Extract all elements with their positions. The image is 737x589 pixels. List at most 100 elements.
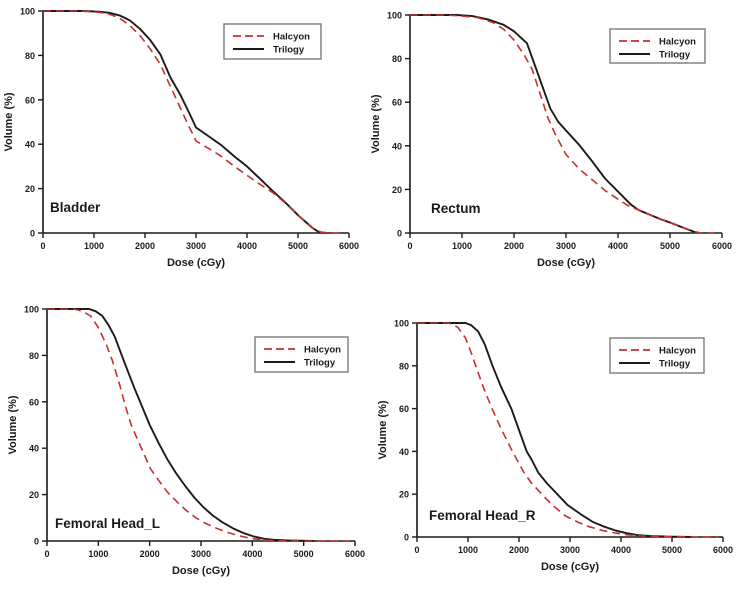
y-axis-title: Volume (%) [370,94,382,153]
curve-halcyon [417,322,718,538]
y-tick-label: 80 [25,51,35,61]
legend-box [254,336,349,373]
x-tick-label: 2000 [509,545,529,555]
legend-box [223,23,322,60]
curve-trilogy [417,322,693,538]
y-tick-label: 0 [397,229,402,239]
y-tick-label: 100 [387,11,402,21]
y-axis-ticks: 0 20 40 60 80 100 [24,305,47,547]
legend-label-trilogy: Trilogy [304,358,336,369]
legend-box [609,337,705,374]
panel-label: Rectum [431,201,481,216]
legend-box [609,28,706,64]
x-tick-label: 4000 [237,241,257,251]
dvh-chart-bladder: 0 1000 2000 3000 4000 5000 6000 0 20 40 60 80 100 Dos… [3,7,359,270]
y-tick-label: 80 [392,54,402,64]
y-axis-ticks: 0 20 40 60 80 100 [20,7,43,239]
x-tick-label: 5000 [662,545,682,555]
y-axis-title: Volume (%) [3,92,15,151]
x-tick-label: 0 [44,549,49,559]
x-tick-label: 2000 [135,241,155,251]
y-tick-label: 80 [399,361,409,371]
x-tick-label: 6000 [712,241,732,251]
y-tick-label: 40 [25,140,35,150]
x-axis-ticks: 0 1000 2000 3000 4000 5000 6000 [40,233,359,251]
y-tick-label: 40 [399,447,409,457]
legend: Halcyon Trilogy [609,337,705,374]
curve-trilogy [43,10,327,234]
y-tick-label: 40 [392,141,402,151]
curve-halcyon [43,10,344,234]
dvh-chart-femoral-head-r: 0 1000 2000 3000 4000 5000 6000 0 20 40 60 80 100 Dos… [377,319,733,574]
dvh-chart-femoral-head-l: 0 1000 2000 3000 4000 5000 6000 0 20 40 60 80 100 Dos… [7,305,365,578]
x-tick-label: 2000 [504,241,524,251]
x-tick-label: 6000 [339,241,359,251]
x-tick-label: 3000 [556,241,576,251]
y-tick-label: 20 [399,490,409,500]
legend-label-halcyon: Halcyon [304,345,341,356]
y-tick-label: 20 [392,185,402,195]
y-tick-label: 20 [29,490,39,500]
y-axis-title: Volume (%) [377,400,389,459]
dvh-panel-bladder: 0 1000 2000 3000 4000 5000 6000 0 20 40 60 80 100 Dos… [0,0,368,295]
curve-halcyon [47,308,350,542]
x-tick-label: 4000 [608,241,628,251]
y-tick-label: 100 [24,305,39,315]
legend-label-halcyon: Halcyon [659,346,696,357]
x-axis-title: Dose (cGy) [167,257,225,269]
x-tick-label: 4000 [611,545,631,555]
dvh-panel-femoral-head-r: 0 1000 2000 3000 4000 5000 6000 0 20 40 60 80 100 Dos… [367,295,737,589]
x-axis-ticks: 0 1000 2000 3000 4000 5000 6000 [414,537,733,555]
legend-label-trilogy: Trilogy [659,359,691,370]
y-tick-label: 20 [25,184,35,194]
legend-label-trilogy: Trilogy [273,45,305,56]
x-tick-label: 5000 [660,241,680,251]
x-axis-ticks: 0 1000 2000 3000 4000 5000 6000 [407,233,732,251]
x-tick-label: 0 [414,545,419,555]
panel-label: Femoral Head_L [55,516,160,531]
x-tick-label: 6000 [713,545,733,555]
x-tick-label: 1000 [452,241,472,251]
y-tick-label: 60 [25,95,35,105]
y-tick-label: 0 [404,533,409,543]
dvh-chart-rectum: 0 1000 2000 3000 4000 5000 6000 0 20 40 60 80 100 Dos… [370,11,732,270]
x-tick-label: 1000 [84,241,104,251]
x-tick-label: 4000 [242,549,262,559]
y-tick-label: 60 [399,404,409,414]
x-axis-ticks: 0 1000 2000 3000 4000 5000 6000 [44,541,365,559]
x-axis-title: Dose (cGy) [172,565,230,577]
x-axis-title: Dose (cGy) [541,561,599,573]
curve-halcyon [410,14,715,234]
legend-label-halcyon: Halcyon [659,37,696,48]
x-tick-label: 0 [407,241,412,251]
y-tick-label: 60 [29,397,39,407]
x-tick-label: 5000 [288,241,308,251]
y-tick-label: 0 [34,537,39,547]
x-tick-label: 3000 [186,241,206,251]
legend: Halcyon Trilogy [223,23,322,60]
y-tick-label: 40 [29,444,39,454]
y-axis-ticks: 0 20 40 60 80 100 [387,11,410,239]
y-tick-label: 0 [30,229,35,239]
y-axis-title: Volume (%) [7,395,19,454]
legend-label-halcyon: Halcyon [273,32,310,43]
legend: Halcyon Trilogy [609,28,706,64]
x-tick-label: 0 [40,241,45,251]
x-tick-label: 3000 [191,549,211,559]
x-axis-title: Dose (cGy) [537,257,595,269]
y-axis-ticks: 0 20 40 60 80 100 [394,319,417,543]
x-tick-label: 1000 [88,549,108,559]
dvh-panel-rectum: 0 1000 2000 3000 4000 5000 6000 0 20 40 60 80 100 Dos… [367,0,737,295]
panel-label: Femoral Head_R [429,508,536,523]
x-tick-label: 2000 [140,549,160,559]
x-tick-label: 3000 [560,545,580,555]
legend-label-trilogy: Trilogy [659,50,691,61]
x-tick-label: 5000 [294,549,314,559]
panel-label: Bladder [50,200,101,215]
y-tick-label: 80 [29,351,39,361]
dvh-panel-femoral-head-l: 0 1000 2000 3000 4000 5000 6000 0 20 40 60 80 100 Dos… [0,295,368,589]
y-tick-label: 60 [392,98,402,108]
y-tick-label: 100 [394,319,409,329]
x-tick-label: 1000 [458,545,478,555]
